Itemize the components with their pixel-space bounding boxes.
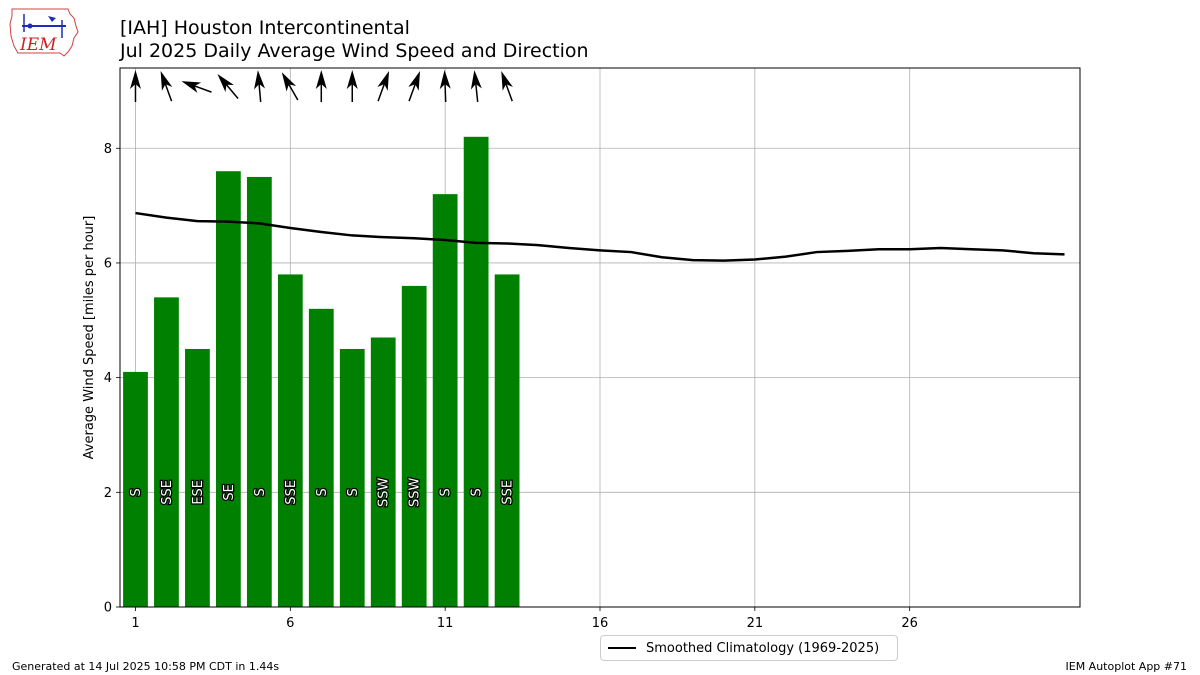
direction-label: SSW <box>408 477 423 507</box>
direction-label: S <box>470 488 485 496</box>
chart-subtitle: Jul 2025 Daily Average Wind Speed and Di… <box>120 40 589 62</box>
wind-arrow-icon <box>129 70 141 102</box>
bar <box>401 285 427 607</box>
wind-arrow-icon <box>315 70 327 102</box>
direction-label: S <box>346 488 361 496</box>
direction-label: SSE <box>160 480 175 505</box>
climatology-line-group <box>135 211 1065 262</box>
direction-label: S <box>253 488 268 496</box>
bar <box>123 371 148 607</box>
wind-arrow-icon <box>501 71 513 102</box>
direction-label: ESE <box>191 480 206 505</box>
bar <box>154 297 179 607</box>
bar <box>185 348 210 607</box>
logo-text: IEM <box>19 35 57 55</box>
bar <box>308 308 334 607</box>
x-tick-label: 26 <box>901 616 918 631</box>
bar <box>246 176 272 607</box>
x-tick-label: 16 <box>592 616 609 631</box>
app-id: IEM Autoplot App #71 <box>1065 660 1188 673</box>
wind-arrow-icon <box>470 70 482 102</box>
bar <box>370 337 396 607</box>
x-tick-label: 1 <box>131 616 139 631</box>
direction-label: SSW <box>377 477 392 507</box>
direction-label: SSE <box>284 480 299 505</box>
bars <box>123 136 520 608</box>
direction-labels: S SSE ESE SE S SSE S S SSW SSW S S SSE <box>128 476 517 508</box>
wind-arrows <box>129 70 513 103</box>
y-axis-label: Average Wind Speed [miles per hour] <box>82 216 97 460</box>
generated-timestamp: Generated at 14 Jul 2025 10:58 PM CDT in… <box>12 660 280 673</box>
direction-label: SE <box>222 484 237 500</box>
bar <box>216 171 241 607</box>
legend-label: Smoothed Climatology (1969-2025) <box>646 640 880 656</box>
legend: Smoothed Climatology (1969-2025) <box>600 635 898 661</box>
wind-arrow-icon <box>439 70 451 103</box>
x-tick-label: 11 <box>437 616 454 631</box>
wind-arrow-icon <box>181 81 212 93</box>
y-tick-label: 4 <box>104 371 112 386</box>
y-tick-label: 0 <box>104 601 112 616</box>
bar <box>463 136 489 607</box>
y-tick-label: 8 <box>104 142 112 157</box>
x-tick-label: 6 <box>286 616 294 631</box>
plot-frame <box>119 67 1081 608</box>
iowa-state-outline-icon <box>9 8 79 57</box>
bar <box>432 194 458 608</box>
bar <box>339 348 365 607</box>
grid-lines <box>120 68 1080 608</box>
direction-label: SSE <box>501 480 516 505</box>
bar <box>277 274 303 607</box>
wind-arrow-icon <box>377 71 390 102</box>
y-tick-label: 2 <box>104 486 112 501</box>
direction-label: S <box>129 488 144 496</box>
wind-arrow-icon <box>160 71 173 102</box>
wind-arrow-icon <box>408 71 421 102</box>
wind-arrow-icon <box>217 73 239 99</box>
wind-arrow-icon <box>281 72 299 101</box>
climatology-line <box>135 211 1065 262</box>
y-tick-label: 6 <box>104 256 112 271</box>
bar <box>494 274 520 607</box>
wind-arrow-icon <box>346 70 358 102</box>
direction-label: S <box>439 488 454 496</box>
iem-logo: IEM <box>9 8 79 57</box>
chart-title: [IAH] Houston Intercontinental <box>120 17 410 39</box>
legend-swatch <box>608 647 636 649</box>
wind-arrow-icon <box>254 70 266 103</box>
x-tick-label: 21 <box>747 616 764 631</box>
direction-label: S <box>315 488 330 496</box>
